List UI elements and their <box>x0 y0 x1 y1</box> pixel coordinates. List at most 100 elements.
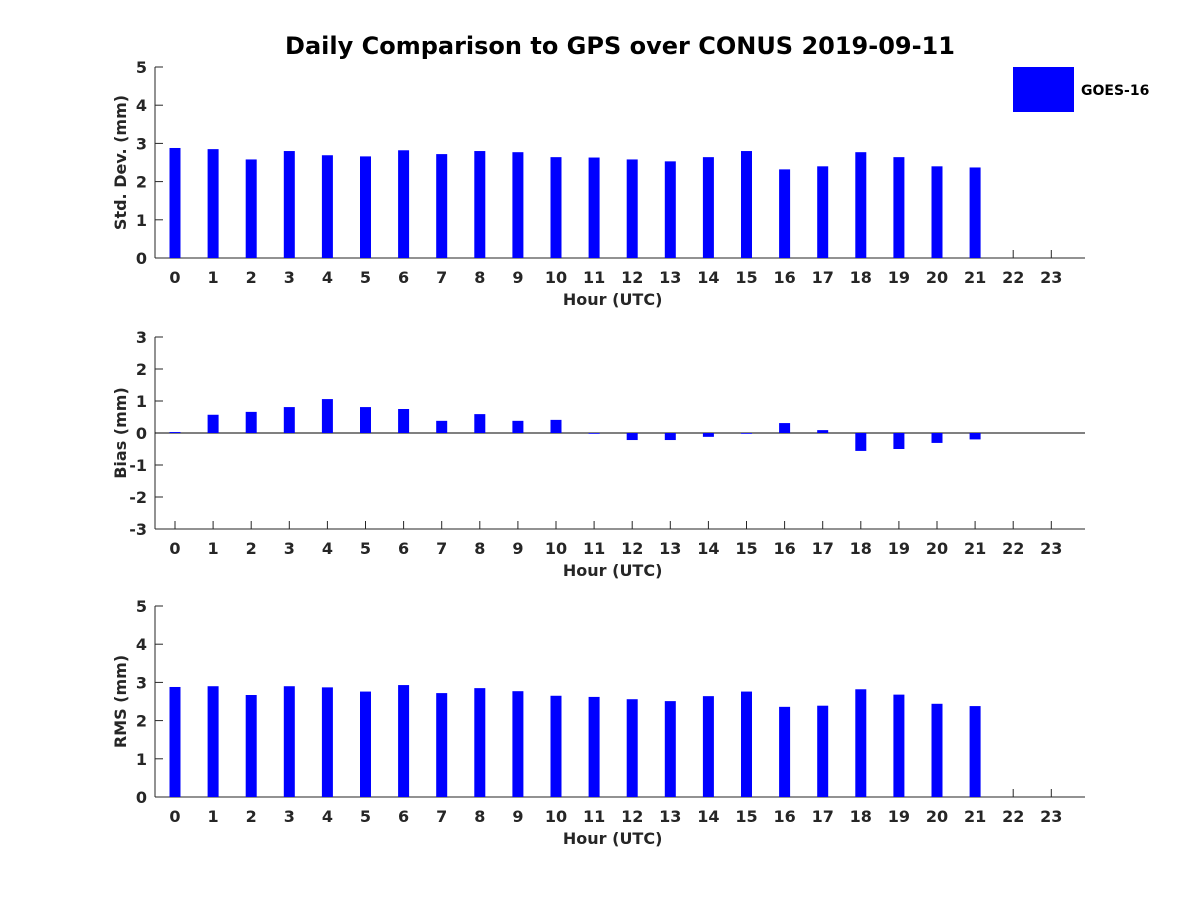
std-bar-hour-5 <box>360 156 371 258</box>
rms-bar-hour-8 <box>474 688 486 797</box>
bias-x-tick-label: 19 <box>888 539 910 558</box>
bias-bar-hour-4 <box>321 399 333 433</box>
bias-x-tick-label: 5 <box>360 539 371 558</box>
rms-x-axis-label: Hour (UTC) <box>563 829 663 848</box>
bias-x-tick-label: 10 <box>545 539 567 558</box>
bias-x-tick-label: 4 <box>322 539 333 558</box>
std-bar-hour-20 <box>931 166 943 258</box>
std-x-tick-label: 11 <box>583 268 605 287</box>
bias-bar-hour-13 <box>664 433 676 441</box>
bias-x-tick-label: 22 <box>1002 539 1024 558</box>
rms-bar-hour-4 <box>321 687 333 797</box>
std-x-tick-label: 22 <box>1002 268 1024 287</box>
std-x-tick-label: 20 <box>926 268 948 287</box>
std-bar-hour-2 <box>245 159 257 258</box>
std-x-tick-label: 17 <box>812 268 834 287</box>
rms-x-tick-label: 15 <box>735 807 757 826</box>
std-bar-hour-10 <box>550 157 562 258</box>
rms-bar-hour-10 <box>550 695 562 797</box>
rms-x-tick-label: 23 <box>1040 807 1062 826</box>
std-y-tick-label: 0 <box>136 249 147 268</box>
rms-y-tick-label: 4 <box>136 635 147 654</box>
bias-x-tick-label: 8 <box>474 539 485 558</box>
rms-bar-hour-21 <box>969 706 981 797</box>
bias-x-tick-label: 16 <box>773 539 795 558</box>
rms-x-tick-label: 16 <box>773 807 795 826</box>
rms-x-tick-label: 1 <box>208 807 219 826</box>
rms-x-tick-label: 2 <box>246 807 257 826</box>
rms-x-tick-label: 17 <box>812 807 834 826</box>
bias-bar-hour-18 <box>855 433 867 451</box>
bias-x-tick-label: 7 <box>436 539 447 558</box>
bias-x-tick-label: 3 <box>284 539 295 558</box>
rms-bar-hour-17 <box>817 705 829 797</box>
bias-bar-hour-9 <box>512 420 524 433</box>
std-x-tick-label: 16 <box>773 268 795 287</box>
std-bar-hour-17 <box>817 166 829 258</box>
rms-bar-hour-3 <box>283 686 295 797</box>
std-bar-hour-16 <box>779 169 791 258</box>
rms-bar-hour-11 <box>588 696 600 797</box>
bias-x-tick-label: 20 <box>926 539 948 558</box>
bias-x-tick-label: 15 <box>735 539 757 558</box>
bias-x-tick-label: 18 <box>850 539 872 558</box>
bias-x-tick-label: 11 <box>583 539 605 558</box>
std-y-tick-label: 3 <box>136 134 147 153</box>
std-x-tick-label: 2 <box>246 268 257 287</box>
rms-x-tick-label: 19 <box>888 807 910 826</box>
bias-x-tick-label: 0 <box>169 539 180 558</box>
rms-x-tick-label: 13 <box>659 807 681 826</box>
rms-x-tick-label: 20 <box>926 807 948 826</box>
std-bar-hour-4 <box>321 155 333 258</box>
rms-bar-hour-13 <box>664 701 676 797</box>
bias-bar-hour-10 <box>550 419 562 433</box>
rms-x-tick-label: 6 <box>398 807 409 826</box>
std-bar-hour-0 <box>169 147 181 258</box>
bias-y-tick-label: 0 <box>136 424 147 443</box>
bias-bar-hour-19 <box>893 433 905 449</box>
bias-bar-hour-5 <box>360 407 371 433</box>
std-bar-hour-11 <box>588 157 600 258</box>
rms-bar-hour-2 <box>245 695 257 797</box>
bias-bar-hour-20 <box>931 433 943 443</box>
bias-bar-hour-8 <box>474 414 486 433</box>
bias-y-tick-label: -2 <box>129 488 147 507</box>
legend: GOES-16 <box>1013 67 1149 112</box>
std-y-tick-label: 1 <box>136 211 147 230</box>
std-x-tick-label: 4 <box>322 268 333 287</box>
rms-y-tick-label: 5 <box>136 597 147 616</box>
rms-bar-hour-9 <box>512 691 524 797</box>
std-bar-hour-8 <box>474 151 486 258</box>
std-bar-hour-15 <box>741 151 752 258</box>
bias-bar-hour-12 <box>626 433 638 441</box>
rms-y-axis-label: RMS (mm) <box>111 655 130 748</box>
bias-x-tick-label: 2 <box>246 539 257 558</box>
rms-bar-hour-16 <box>779 706 791 797</box>
rms-y-tick-label: 0 <box>136 788 147 807</box>
std-bar-hour-1 <box>207 149 219 258</box>
std-x-tick-label: 6 <box>398 268 409 287</box>
bias-y-axis-label: Bias (mm) <box>111 387 130 479</box>
bias-x-tick-label: 6 <box>398 539 409 558</box>
std-x-tick-label: 23 <box>1040 268 1062 287</box>
rms-x-tick-label: 12 <box>621 807 643 826</box>
std-x-tick-label: 15 <box>735 268 757 287</box>
bias-y-tick-label: 1 <box>136 392 147 411</box>
std-y-tick-label: 4 <box>136 96 147 115</box>
bias-x-tick-label: 21 <box>964 539 986 558</box>
std-x-tick-label: 19 <box>888 268 910 287</box>
std-x-tick-label: 12 <box>621 268 643 287</box>
rms-x-tick-label: 11 <box>583 807 605 826</box>
bias-x-axis-label: Hour (UTC) <box>563 561 663 580</box>
rms-y-tick-label: 3 <box>136 673 147 692</box>
bias-bar-hour-16 <box>779 423 791 433</box>
bias-x-tick-label: 14 <box>697 539 719 558</box>
std-x-tick-label: 10 <box>545 268 567 287</box>
rms-bar-hour-19 <box>893 694 905 797</box>
bias-bar-hour-17 <box>817 430 829 433</box>
